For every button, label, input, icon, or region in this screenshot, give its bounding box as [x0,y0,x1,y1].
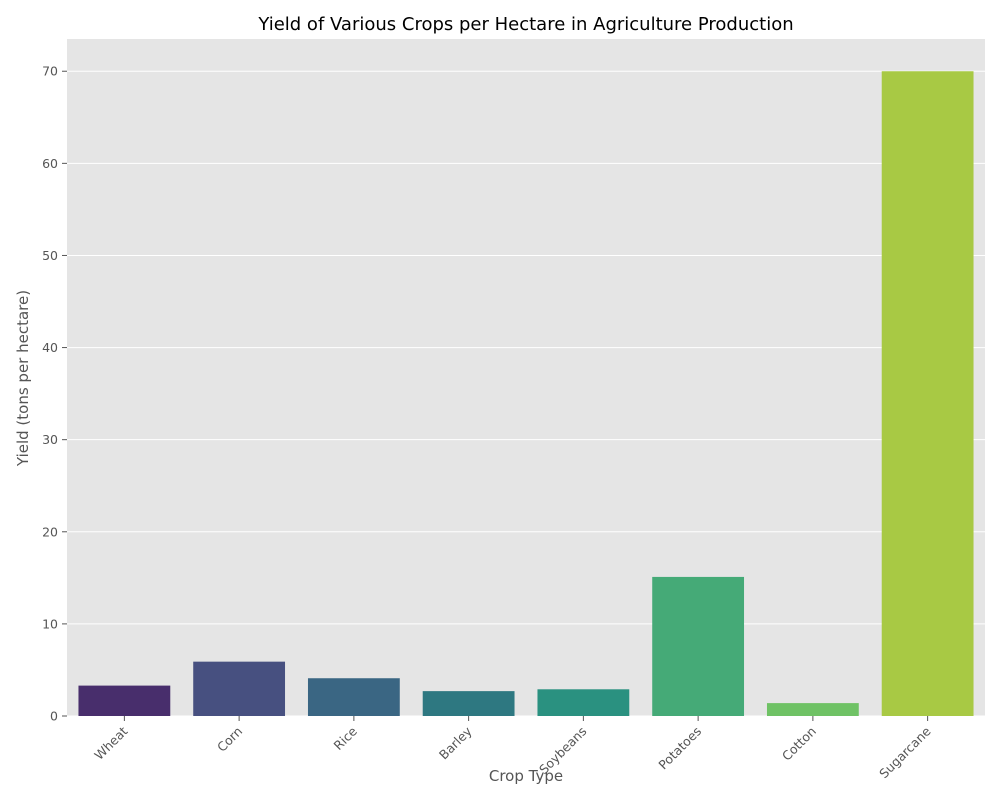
y-tick-label: 60 [42,156,58,171]
x-tick-label: Corn [214,724,245,755]
x-tick-label: Sugarcane [876,723,934,781]
y-tick-label: 50 [42,248,58,263]
y-tick-label: 40 [42,340,58,355]
y-tick-label: 20 [42,524,58,539]
bars-group [78,71,974,716]
x-tick-label: Cotton [779,724,819,764]
bar-cotton [766,703,859,716]
x-tick-label: Potatoes [655,724,704,773]
plot-background [67,39,985,716]
bar-potatoes [652,576,745,716]
y-axis-label: Yield (tons per hectare) [14,290,32,467]
grid-lines [67,70,985,717]
x-tick-label: Wheat [91,723,130,762]
bar-wheat [78,685,171,716]
y-tick-label: 10 [42,616,58,631]
x-axis-label: Crop Type [489,767,563,785]
y-tick-label: 70 [42,64,58,79]
x-tick-label: Barley [436,723,475,762]
bar-soybeans [537,689,630,716]
chart-title: Yield of Various Crops per Hectare in Ag… [257,14,793,35]
x-tick-label: Rice [330,723,360,753]
bar-corn [193,661,286,716]
bar-barley [422,691,515,716]
y-tick-label: 30 [42,432,58,447]
y-axis-ticks: 0 10 20 30 40 50 60 70 [42,64,67,724]
y-tick-label: 0 [50,709,58,724]
bar-sugarcane [881,71,974,716]
bar-rice [307,678,400,716]
